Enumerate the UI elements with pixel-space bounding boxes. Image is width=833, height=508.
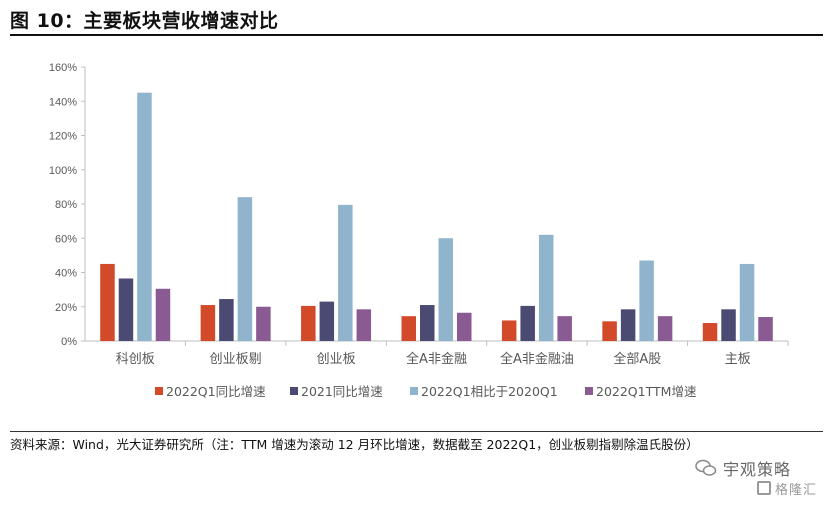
bars — [100, 92, 773, 341]
bar — [620, 309, 636, 341]
wechat-icon — [695, 459, 717, 476]
legend-label: 2022Q1TTM增速 — [596, 384, 697, 399]
legend-swatch — [155, 387, 163, 395]
bar — [338, 204, 353, 341]
legend-swatch — [290, 387, 298, 395]
y-tick-label: 100% — [49, 165, 77, 177]
x-tick-label: 全A非金融 — [406, 351, 467, 367]
bar — [155, 288, 171, 341]
title-divider — [10, 34, 823, 36]
bar — [420, 305, 435, 341]
watermark-sub: 格隆汇 — [775, 483, 818, 498]
bar — [237, 197, 253, 341]
bar-chart: 0% 20% 40% 60% 80% 100% 120% 140% 160% 科创板 创业板剔 创业… — [49, 62, 789, 399]
bar — [118, 278, 134, 341]
bar — [256, 306, 271, 341]
x-axis-tick-labels: 科创板 创业板剔 创业板 全A非金融 全A非金融油 全部A股 主板 — [116, 351, 751, 367]
x-tick-label: 全A非金融油 — [500, 351, 574, 367]
bar — [200, 305, 216, 341]
bar — [721, 309, 736, 341]
y-axis-tick-labels: 0% 20% 40% 60% 80% 100% 120% 140% 160% — [49, 62, 77, 348]
source-divider — [10, 431, 823, 432]
x-tick-label: 创业板剔 — [210, 352, 262, 367]
figure-title: 图 10：主要板块营收增速对比 — [10, 10, 279, 32]
bar — [557, 316, 572, 341]
bar — [758, 317, 773, 341]
legend-label: 2021同比增速 — [301, 384, 383, 399]
legend-swatch — [585, 387, 593, 395]
bar — [602, 321, 617, 341]
bar — [501, 320, 517, 341]
bar — [356, 309, 372, 341]
bar — [538, 234, 554, 341]
x-tick-label: 科创板 — [116, 352, 155, 367]
y-tick-label: 60% — [55, 233, 77, 245]
bar — [438, 238, 453, 341]
y-tick-label: 0% — [61, 336, 77, 348]
x-tick-label: 创业板 — [317, 352, 356, 367]
bar — [137, 92, 152, 341]
bar — [100, 263, 115, 341]
bar — [702, 323, 718, 341]
legend-label: 2022Q1同比增速 — [166, 384, 266, 399]
watermark-name: 宇观策略 — [723, 460, 792, 479]
bar — [457, 312, 472, 341]
source-note: 资料来源：Wind，光大证券研究所（注：TTM 增速为滚动 12 月环比增速，数… — [10, 437, 699, 452]
legend-label: 2022Q1相比于2020Q1 — [421, 384, 558, 399]
axes — [81, 66, 789, 346]
y-tick-label: 20% — [55, 302, 77, 314]
y-tick-label: 80% — [55, 199, 77, 211]
bar — [401, 316, 416, 341]
legend: 2022Q1同比增速 2021同比增速 2022Q1相比于2020Q1 2022Q1T… — [155, 384, 697, 399]
bar — [639, 260, 654, 341]
y-tick-label: 40% — [55, 268, 77, 280]
x-tick-label: 主板 — [725, 352, 751, 367]
bar — [657, 316, 673, 341]
y-tick-label: 120% — [49, 131, 77, 143]
watermark-logo-icon — [757, 481, 771, 495]
y-tick-label: 160% — [49, 62, 77, 74]
y-tick-label: 140% — [49, 96, 77, 108]
bar — [319, 301, 335, 341]
bar — [739, 263, 755, 341]
bar — [219, 299, 234, 341]
legend-swatch — [410, 387, 418, 395]
x-tick-label: 全部A股 — [613, 351, 661, 367]
watermark: 宇观策略 格隆汇 — [683, 456, 823, 502]
bar — [520, 305, 535, 341]
bar — [301, 305, 316, 341]
